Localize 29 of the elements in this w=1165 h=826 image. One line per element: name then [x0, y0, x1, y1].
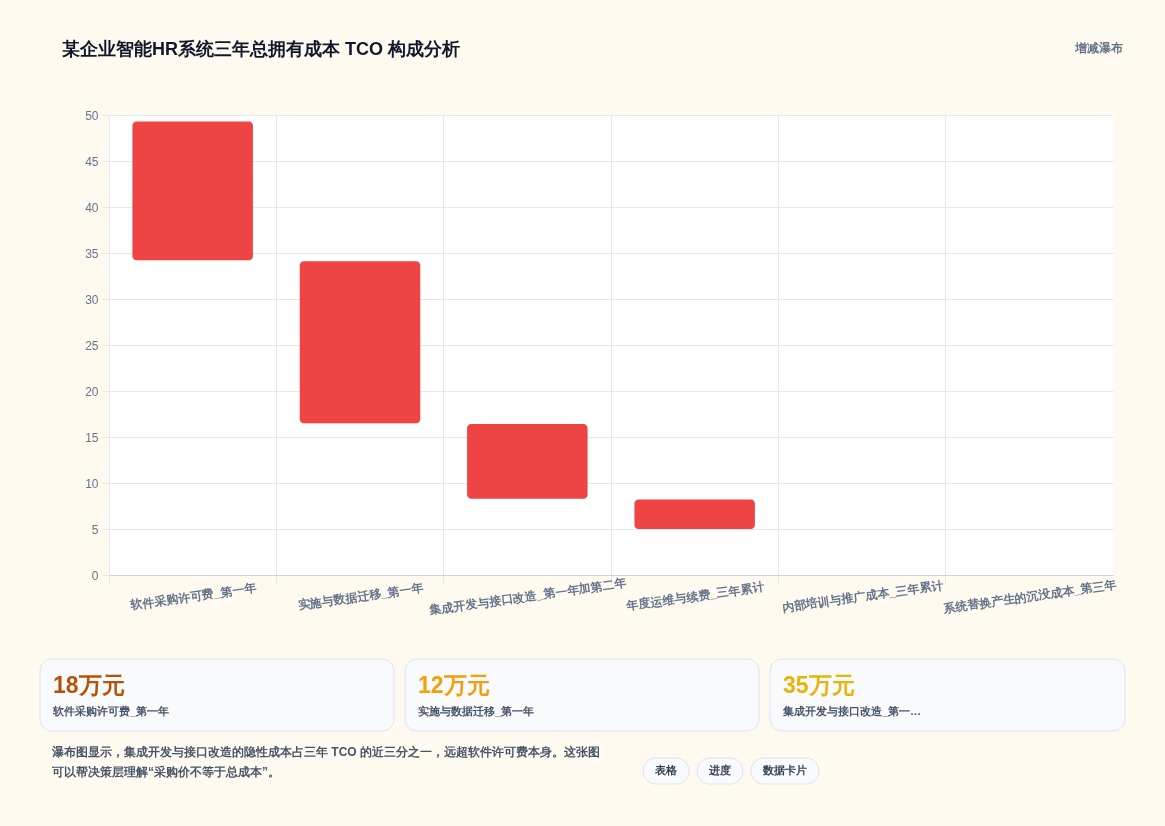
text: 软件采购许可费_第一年	[52, 705, 170, 717]
y-tick-label: 45	[85, 154, 99, 169]
text: 18万元	[53, 672, 125, 698]
y-tick-label: 50	[85, 108, 99, 123]
y-tick-label: 10	[85, 476, 99, 491]
text: 表格	[654, 764, 678, 776]
y-tick-label: 30	[85, 292, 99, 307]
text: 瀑布图显示，集成开发与接口改造的隐性成本占三年 TCO 的近三分之一，远超软件许可费本身。这张图可以帮决策层理解“采购价不等于总成本”。	[51, 745, 600, 779]
y-tick-label: 15	[85, 430, 99, 445]
bar	[634, 499, 755, 529]
y-tick-label: 40	[85, 200, 99, 215]
bar	[467, 424, 588, 499]
text: 数据卡片	[762, 764, 807, 776]
y-tick-label: 35	[85, 246, 99, 261]
y-tick-label: 0	[91, 568, 99, 583]
text: 12万元	[418, 672, 490, 698]
text: 集成开发与接口改造_第一…	[782, 705, 922, 717]
y-tick-label: 20	[85, 384, 99, 399]
text: 实施与数据迁移_第一年	[418, 705, 535, 717]
text: 35万元	[783, 672, 855, 698]
y-tick-label: 5	[91, 522, 99, 537]
text: 增减瀑布	[1074, 41, 1123, 55]
text: 进度	[708, 764, 731, 776]
x-tick-label: 软件采购许可费_第一年	[128, 580, 258, 613]
bar	[132, 121, 253, 261]
bar	[299, 261, 421, 424]
chart-title: 某企业智能HR系统三年总拥有成本 TCO 构成分析	[61, 39, 460, 59]
y-tick-label: 25	[85, 338, 99, 353]
x-tick-label: 实施与数据迁移_第一年	[296, 580, 425, 613]
